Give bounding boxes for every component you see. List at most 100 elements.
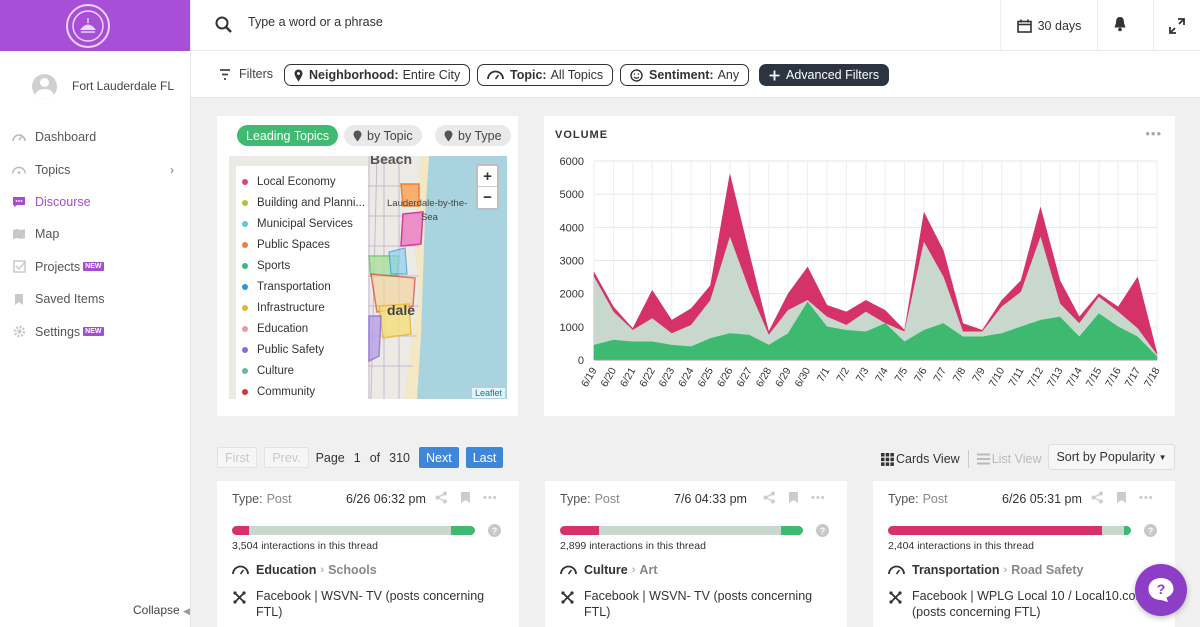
series-area-positive	[593, 301, 1158, 361]
filters-label: Filters	[239, 67, 274, 81]
cards-view-button[interactable]: Cards View	[881, 452, 960, 466]
sort-dropdown[interactable]: Sort by Popularity ▼	[1048, 444, 1175, 470]
share-icon[interactable]	[435, 491, 448, 504]
y-tick-label: 3000	[560, 256, 584, 268]
sidebar-item-label: Discourse	[35, 194, 91, 209]
positive-share	[781, 526, 803, 535]
topic-name[interactable]: Education	[256, 563, 317, 577]
sidebar-item-dashboard[interactable]: Dashboard	[0, 121, 190, 153]
topic-name[interactable]: Culture	[584, 563, 628, 577]
first-page-button[interactable]: First	[217, 447, 258, 468]
subtopic-name[interactable]: Schools	[328, 563, 377, 577]
zoom-in-button[interactable]: +	[478, 166, 497, 187]
next-page-button[interactable]: Next	[419, 447, 459, 468]
x-tick-label: 7/1	[815, 365, 833, 384]
subtopic-name[interactable]: Art	[639, 563, 658, 577]
topic-name[interactable]: Transportation	[912, 563, 1000, 577]
more-icon[interactable]: •••	[483, 491, 498, 504]
y-tick-label: 0	[578, 355, 584, 367]
share-icon[interactable]	[1091, 491, 1104, 504]
tab-by-type[interactable]: by Type	[435, 125, 511, 146]
x-tick-label: 7/4	[873, 365, 891, 384]
legend-item[interactable]: Education	[236, 318, 368, 339]
list-icon	[976, 453, 990, 465]
plus-icon	[769, 70, 780, 80]
post-type: Type: Post	[560, 492, 620, 506]
city-seal-logo[interactable]	[66, 3, 110, 48]
sidebar-item-map[interactable]: Map	[0, 218, 190, 250]
type-label: Type:	[888, 492, 919, 506]
sidebar-item-saved[interactable]: Saved Items	[0, 283, 190, 315]
legend-item[interactable]: Transportation	[236, 276, 368, 297]
chevron-right-icon[interactable]: ›	[170, 162, 174, 177]
bookmark-icon[interactable]	[460, 491, 471, 504]
bookmark-icon[interactable]	[788, 491, 799, 504]
map-view[interactable]: Beach Lauderdale-by-the- Sea dale Local …	[229, 156, 507, 399]
post-card[interactable]: Type: Post 6/26 05:31 pm ••• ? 2,404 inte…	[873, 481, 1175, 627]
bell-icon[interactable]	[1113, 16, 1127, 37]
map-attribution[interactable]: Leaflet	[471, 388, 505, 398]
date-range-button[interactable]: 30 days	[1000, 0, 1098, 51]
topic-filter[interactable]: Topic: All Topics	[477, 64, 614, 86]
list-view-button[interactable]: List View	[976, 452, 1041, 466]
help-icon[interactable]: ?	[1144, 524, 1157, 537]
search-input[interactable]	[248, 15, 948, 29]
legend-item[interactable]: Sports	[236, 255, 368, 276]
legend-item[interactable]: Local Economy	[236, 171, 368, 192]
neighborhood-filter[interactable]: Neighborhood: Entire City	[284, 64, 471, 86]
advanced-filters-button[interactable]: Advanced Filters	[759, 64, 890, 86]
legend-item[interactable]: Building and Planni...	[236, 192, 368, 213]
more-icon[interactable]: •••	[1145, 126, 1162, 141]
subtopic-name[interactable]: Road Safety	[1011, 563, 1084, 577]
post-source: Facebook | WPLG Local 10 / Local10.com (…	[889, 588, 1169, 620]
help-chat-button[interactable]: ?	[1135, 564, 1187, 616]
filters-toggle[interactable]: Filters	[219, 67, 273, 81]
sidebar-item-projects[interactable]: Projects NEW	[0, 251, 190, 283]
last-page-button[interactable]: Last	[465, 447, 504, 468]
legend-item[interactable]: Community	[236, 381, 368, 399]
user-profile[interactable]: Fort Lauderdale FL	[0, 51, 190, 121]
filter-bar: Filters Neighborhood: Entire City Topic: A…	[191, 51, 1200, 98]
card-actions: •••	[1091, 491, 1154, 504]
post-card[interactable]: Type: Post 7/6 04:33 pm ••• ? 2,899 inter…	[545, 481, 847, 627]
legend-item[interactable]: Public Spaces	[236, 234, 368, 255]
sentiment-bar	[232, 526, 475, 535]
share-icon[interactable]	[763, 491, 776, 504]
post-type: Type: Post	[232, 492, 292, 506]
zoom-out-button[interactable]: −	[483, 189, 492, 206]
tab-label: by Type	[458, 128, 502, 143]
legend-item[interactable]: Culture	[236, 360, 368, 381]
legend-dot	[242, 178, 248, 185]
more-icon[interactable]: •••	[1139, 491, 1154, 504]
legend-dot	[242, 262, 248, 269]
help-icon[interactable]: ?	[488, 524, 501, 537]
sentiment-value: Any	[717, 68, 740, 82]
x-tick-label: 6/28	[754, 365, 775, 389]
positive-share	[1123, 526, 1131, 535]
sidebar-item-label: Map	[35, 227, 60, 242]
post-card[interactable]: Type: Post 6/26 06:32 pm ••• ? 3,504 inte…	[217, 481, 519, 627]
sentiment-filter[interactable]: Sentiment: Any	[620, 64, 750, 86]
top-bar: 30 days	[191, 0, 1200, 51]
search-icon[interactable]	[215, 16, 232, 38]
type-label: Type:	[232, 492, 263, 506]
more-icon[interactable]: •••	[811, 491, 826, 504]
legend-label: Municipal Services	[257, 217, 353, 230]
pagination: First Prev. Page 1 of 310 Next Last	[217, 447, 510, 468]
legend-item[interactable]: Municipal Services	[236, 213, 368, 234]
collapse-button[interactable]: Collapse ◀	[133, 603, 190, 617]
x-tick-label: 6/29	[773, 365, 794, 389]
sidebar-item-discourse[interactable]: Discourse	[0, 186, 190, 218]
legend-label: Transportation	[257, 280, 331, 293]
prev-page-button[interactable]: Prev.	[264, 447, 309, 468]
legend-item[interactable]: Public Safety	[236, 339, 368, 360]
bookmark-icon[interactable]	[1116, 491, 1127, 504]
tab-label: Leading Topics	[246, 128, 330, 143]
sidebar-item-settings[interactable]: Settings NEW	[0, 315, 190, 347]
help-icon[interactable]: ?	[816, 524, 829, 537]
tab-leading-topics[interactable]: Leading Topics	[237, 125, 339, 146]
sidebar-item-topics[interactable]: Topics ›	[0, 153, 190, 185]
tab-by-topic[interactable]: by Topic	[344, 125, 422, 146]
legend-item[interactable]: Infrastructure	[236, 297, 368, 318]
fullscreen-button[interactable]	[1153, 0, 1200, 51]
